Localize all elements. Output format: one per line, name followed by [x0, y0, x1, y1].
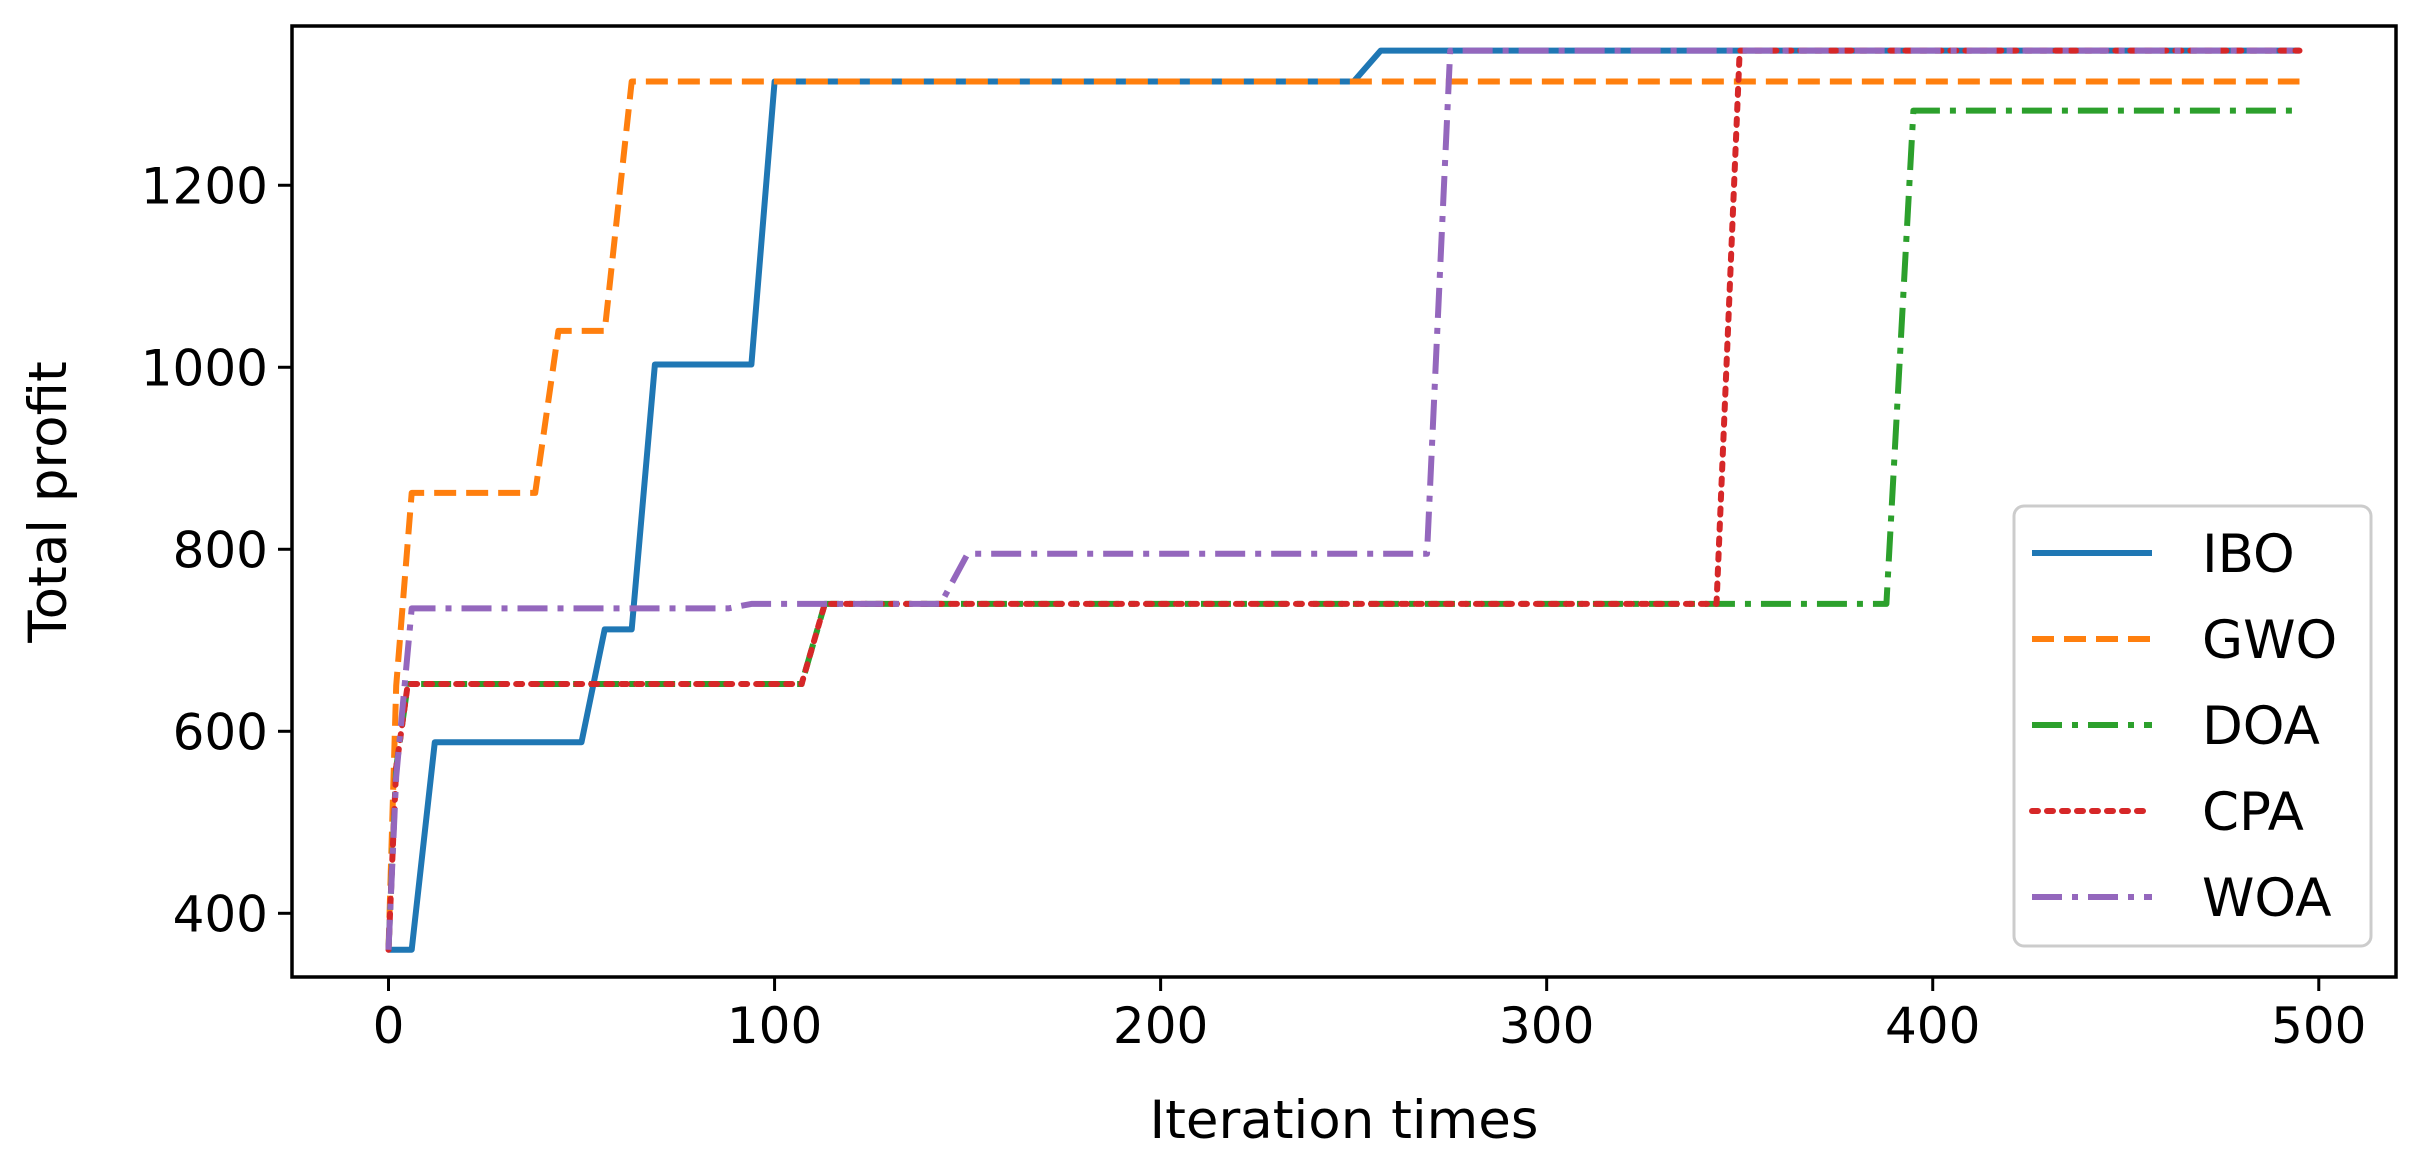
legend-label-doa: DOA [2202, 696, 2320, 757]
y-tick-label: 1000 [141, 339, 268, 397]
y-tick-label: 600 [173, 703, 268, 761]
y-tick-label: 1200 [141, 157, 268, 215]
x-tick-label: 500 [2271, 997, 2366, 1055]
x-tick-label: 200 [1113, 997, 1208, 1055]
y-tick-label: 800 [173, 521, 268, 579]
plot-lines [385, 47, 2303, 953]
legend-label-ibo: IBO [2202, 524, 2295, 585]
x-axis-ticks: 0 100 200 300 400 500 [373, 977, 2367, 1055]
y-tick-label: 400 [173, 885, 268, 943]
x-tick-label: 300 [1499, 997, 1594, 1055]
y-axis-ticks: 400 600 800 1000 1200 [141, 157, 292, 943]
series-line-gwo [385, 78, 2300, 950]
legend-frame [2012, 504, 2373, 948]
legend: IBO GWO DOA CPA WOA [2012, 504, 2373, 948]
x-tick-label: 0 [373, 997, 405, 1055]
series-line-ibo [388, 47, 2300, 953]
legend-label-woa: WOA [2202, 868, 2331, 929]
legend-label-cpa: CPA [2202, 782, 2304, 843]
x-tick-label: 400 [1885, 997, 1980, 1055]
x-axis-title: Iteration times [1149, 1090, 1538, 1151]
series-line-woa [385, 47, 2300, 950]
y-axis-title: Total profit [18, 361, 79, 644]
x-tick-label: 100 [727, 997, 822, 1055]
plot-frame [290, 24, 2398, 979]
legend-label-gwo: GWO [2202, 610, 2337, 671]
